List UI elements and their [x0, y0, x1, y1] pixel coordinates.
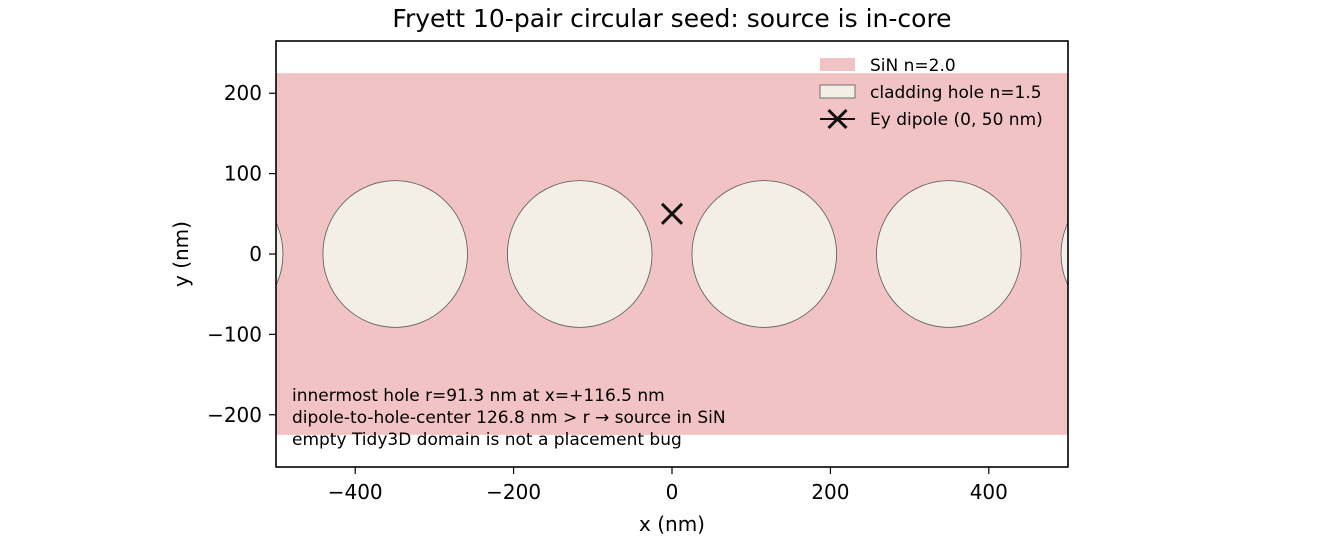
annotation-line-2: dipole-to-hole-center 126.8 nm > r → sou…	[292, 408, 726, 428]
chart-title: Fryett 10-pair circular seed: source is …	[392, 4, 951, 33]
y-tick-label: 200	[224, 81, 262, 105]
annotation-block: innermost hole r=91.3 nm at x=+116.5 nmd…	[292, 386, 726, 450]
legend-label-dipole: Ey dipole (0, 50 nm)	[870, 110, 1043, 130]
annotation-line-1: innermost hole r=91.3 nm at x=+116.5 nm	[292, 386, 665, 406]
dipole-marker-stroke-2	[660, 202, 684, 225]
plot-frame	[275, 40, 1069, 468]
x-tick-label: 200	[811, 480, 849, 504]
x-tick-label: 400	[970, 480, 1008, 504]
x-tick-label: 0	[666, 480, 679, 504]
plot-area	[276, 73, 1068, 435]
legend-label-sin: SiN n=2.0	[870, 56, 956, 76]
legend-swatch-dipole-x2	[827, 108, 848, 130]
legend-swatch-sin	[820, 58, 855, 71]
y-axis: −200 −100 0 100 200	[207, 81, 276, 427]
y-tick-label: 0	[249, 242, 262, 266]
cladding-hole-3	[507, 180, 653, 328]
cladding-hole-5	[876, 180, 1022, 328]
cladding-hole-2	[322, 180, 468, 328]
y-tick-label: 100	[224, 162, 262, 186]
cladding-hole-1	[276, 221, 284, 287]
legend-label-hole: cladding hole n=1.5	[870, 83, 1042, 103]
legend-swatch-hole	[819, 84, 856, 99]
dipole-marker	[660, 202, 684, 225]
y-axis-label: y (nm)	[169, 221, 193, 287]
y-tick-label: −200	[207, 403, 262, 427]
cladding-hole-6	[1060, 221, 1068, 287]
x-tick-label: −200	[486, 480, 541, 504]
x-axis: −400 −200 0 200 400	[328, 467, 1008, 504]
x-tick-label: −400	[328, 480, 383, 504]
cladding-hole-4	[691, 180, 837, 328]
annotation-line-3: empty Tidy3D domain is not a placement b…	[292, 430, 682, 450]
x-axis-label: x (nm)	[639, 512, 705, 536]
y-tick-label: −100	[207, 322, 262, 346]
legend: SiN n=2.0 cladding hole n=1.5 Ey dipole (0…	[819, 56, 1043, 130]
